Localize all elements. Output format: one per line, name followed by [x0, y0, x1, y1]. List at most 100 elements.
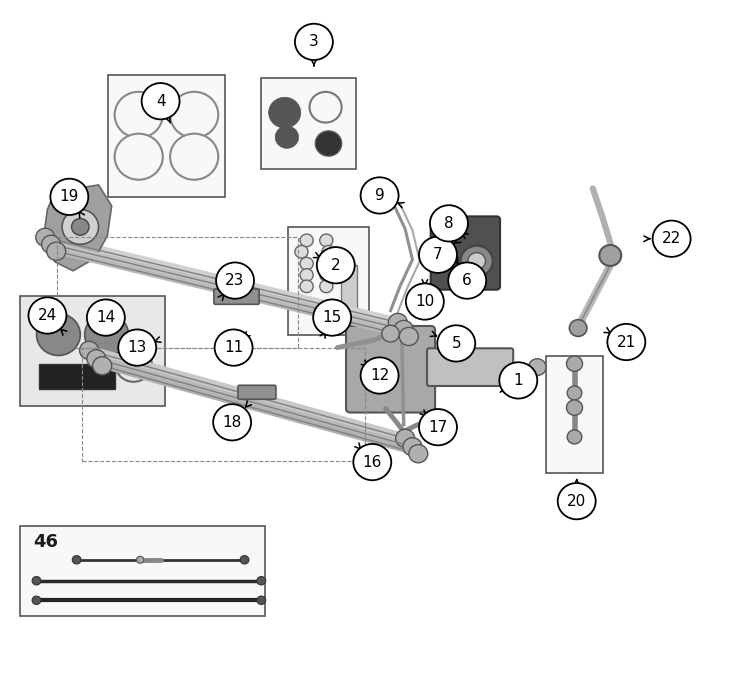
Text: 6: 6 — [462, 273, 472, 288]
Circle shape — [529, 359, 546, 376]
Circle shape — [322, 246, 335, 258]
Circle shape — [142, 83, 180, 119]
Bar — [82, 348, 365, 461]
Text: 4: 4 — [155, 94, 166, 109]
Circle shape — [653, 221, 691, 257]
Circle shape — [566, 356, 583, 371]
Circle shape — [315, 131, 342, 156]
Circle shape — [300, 280, 313, 292]
Circle shape — [499, 362, 537, 399]
Circle shape — [430, 205, 468, 242]
Polygon shape — [44, 185, 112, 271]
Circle shape — [115, 92, 163, 138]
Circle shape — [599, 245, 621, 266]
Circle shape — [468, 253, 485, 269]
FancyBboxPatch shape — [214, 289, 259, 304]
Circle shape — [213, 404, 251, 440]
Text: 46: 46 — [34, 533, 58, 551]
Circle shape — [567, 386, 582, 400]
Text: 1: 1 — [513, 373, 523, 388]
Text: 16: 16 — [363, 454, 382, 470]
Circle shape — [320, 269, 333, 281]
Text: 17: 17 — [429, 419, 447, 435]
Circle shape — [215, 329, 253, 366]
Circle shape — [93, 357, 112, 375]
Circle shape — [257, 596, 266, 604]
Circle shape — [118, 329, 156, 366]
Circle shape — [437, 325, 475, 362]
Circle shape — [32, 577, 41, 585]
Circle shape — [566, 400, 583, 415]
Circle shape — [257, 577, 266, 585]
Circle shape — [87, 299, 125, 336]
Text: 18: 18 — [223, 415, 242, 430]
Circle shape — [388, 313, 407, 332]
Circle shape — [115, 134, 163, 180]
Bar — [57, 237, 298, 348]
Circle shape — [62, 209, 99, 244]
Bar — [288, 227, 369, 335]
Circle shape — [80, 341, 99, 359]
Text: 2: 2 — [331, 258, 341, 273]
Circle shape — [295, 246, 308, 258]
Bar — [108, 75, 225, 197]
Bar — [20, 526, 265, 616]
Circle shape — [382, 325, 399, 342]
Circle shape — [406, 283, 444, 320]
Circle shape — [85, 313, 128, 355]
Circle shape — [87, 350, 106, 368]
Circle shape — [567, 430, 582, 444]
Text: 8: 8 — [444, 216, 454, 231]
Circle shape — [361, 177, 399, 214]
Circle shape — [36, 228, 55, 246]
Text: 19: 19 — [60, 189, 79, 205]
Circle shape — [320, 258, 333, 270]
Circle shape — [448, 262, 486, 299]
Text: 23: 23 — [226, 273, 245, 288]
Circle shape — [300, 258, 313, 270]
Text: 3: 3 — [309, 34, 319, 50]
Text: 10: 10 — [415, 294, 434, 309]
Circle shape — [72, 218, 89, 235]
Bar — [546, 356, 603, 473]
Text: 5: 5 — [451, 336, 461, 351]
Text: 22: 22 — [662, 231, 681, 246]
Circle shape — [461, 246, 493, 276]
Circle shape — [569, 320, 587, 336]
FancyBboxPatch shape — [238, 385, 276, 399]
Circle shape — [394, 320, 413, 339]
Circle shape — [317, 247, 355, 283]
Circle shape — [47, 242, 66, 260]
Circle shape — [310, 92, 342, 123]
Circle shape — [396, 429, 415, 447]
Text: 13: 13 — [128, 340, 147, 355]
FancyBboxPatch shape — [346, 326, 435, 413]
Circle shape — [72, 556, 81, 564]
Circle shape — [295, 24, 333, 60]
Circle shape — [50, 179, 88, 215]
Circle shape — [32, 596, 41, 604]
Text: 11: 11 — [224, 340, 243, 355]
Circle shape — [42, 235, 61, 253]
Text: 7: 7 — [433, 247, 443, 262]
Circle shape — [409, 445, 428, 463]
Circle shape — [403, 438, 422, 456]
Text: 14: 14 — [96, 310, 115, 325]
Circle shape — [320, 280, 333, 292]
FancyBboxPatch shape — [431, 216, 500, 290]
Bar — [261, 78, 356, 169]
Circle shape — [36, 313, 80, 355]
Text: 12: 12 — [370, 368, 389, 383]
Circle shape — [216, 262, 254, 299]
Circle shape — [300, 234, 313, 246]
Circle shape — [320, 234, 333, 246]
Circle shape — [607, 324, 645, 360]
Circle shape — [313, 299, 351, 336]
Circle shape — [361, 357, 399, 394]
Text: 15: 15 — [323, 310, 342, 325]
Circle shape — [269, 97, 301, 128]
Circle shape — [419, 237, 457, 273]
Text: 20: 20 — [567, 493, 586, 509]
Circle shape — [170, 134, 218, 180]
Bar — [20, 296, 165, 406]
